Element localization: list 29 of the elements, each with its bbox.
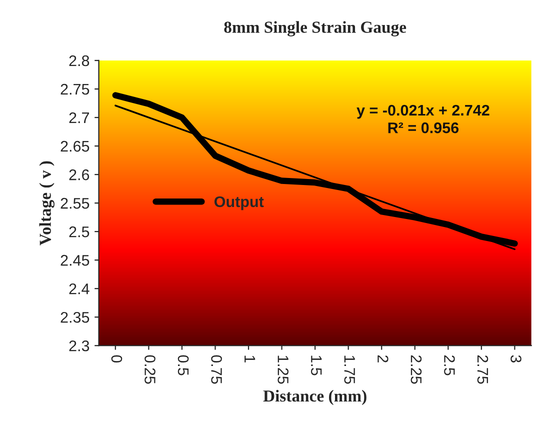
- y-tick-label: 2.45: [60, 254, 90, 266]
- y-tick-label: 2.65: [60, 140, 90, 152]
- annotation: y = -0.021x + 2.742 R² = 0.956: [356, 104, 490, 134]
- x-axis-title: Distance (mm): [263, 390, 366, 406]
- y-tick-label: 2.55: [60, 198, 90, 209]
- y-tick-label: 2.8: [69, 55, 90, 66]
- y-tick-label: 2.7: [69, 112, 89, 124]
- y-tick-label: 2.4: [69, 283, 90, 294]
- y-tick-label: 2.75: [60, 84, 90, 95]
- x-tick-label: 0.25: [144, 355, 156, 384]
- x-tick-label: 0.75: [211, 355, 222, 384]
- y-tick-label: 2.35: [60, 312, 90, 323]
- x-tick-label: 2: [378, 355, 388, 362]
- x-tick-label: 3: [510, 355, 522, 362]
- y-tick-label: 2.3: [69, 340, 90, 352]
- x-tick-label: 1.5: [310, 356, 322, 376]
- chart-title: 8mm Single Strain Gauge: [224, 21, 406, 36]
- y-axis-title: Voltage ( v ): [39, 161, 54, 246]
- x-tick-label: 1.75: [344, 356, 355, 384]
- y-tick-label: 2.5: [69, 226, 90, 238]
- x-tick-label: 2.75: [477, 355, 488, 384]
- legend-label: Output: [214, 196, 264, 210]
- x-tick-label: 0: [111, 355, 122, 363]
- x-tick-label: 1.25: [278, 356, 289, 384]
- x-tick-label: 1: [244, 356, 256, 362]
- y-tick-label: 2.6: [69, 169, 90, 180]
- x-tick-label: 2.25: [410, 355, 422, 384]
- x-tick-label: 0.5: [178, 355, 189, 376]
- x-tick-label: 2.5: [444, 355, 455, 376]
